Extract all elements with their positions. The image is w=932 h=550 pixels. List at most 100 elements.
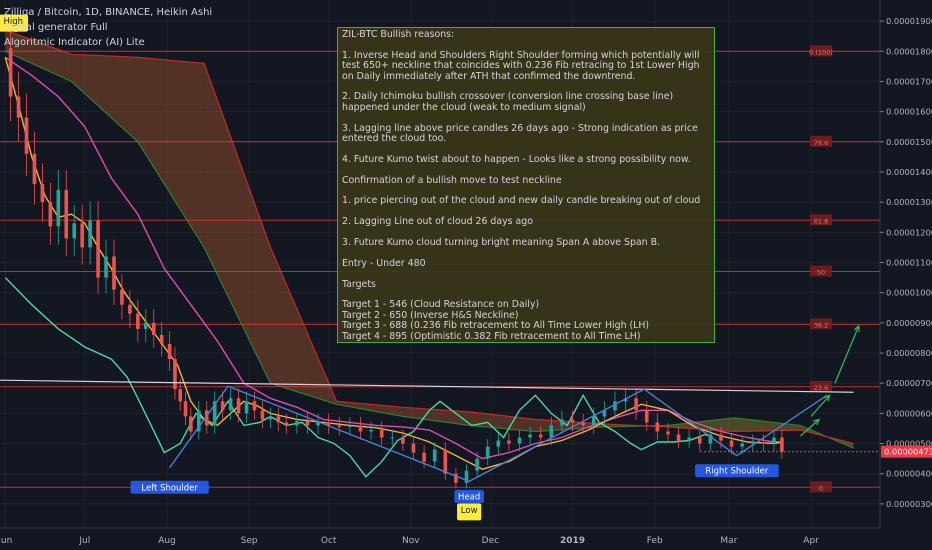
candle-body: [602, 410, 607, 417]
candle-body: [183, 401, 188, 417]
candle-body: [268, 416, 273, 420]
candle-body: [464, 470, 469, 483]
senkou-span-a: [5, 50, 854, 449]
candle-body: [443, 449, 448, 474]
candle-body: [411, 443, 416, 453]
projection-arrow: [810, 394, 831, 417]
head-and-shoulders-path: [169, 385, 828, 483]
cloud-segment: [402, 407, 470, 426]
note-spacer: [342, 269, 710, 279]
fib-level-label: 38.2: [814, 321, 828, 329]
fib-level-tag: [810, 318, 832, 330]
analysis-note[interactable]: ZIL-BTC Bullish reasons: 1. Inverse Head …: [337, 27, 715, 343]
candle-body: [401, 437, 405, 444]
x-tick-label: Mar: [720, 536, 737, 546]
x-tick-label: Sep: [241, 536, 258, 546]
candle-body: [772, 437, 776, 444]
cloud-segment: [336, 401, 403, 417]
symbol-title: Zilliqa / Bitcoin, 1D, BINANCE, Heikin A…: [4, 7, 213, 18]
time-axis-bg: [0, 528, 932, 550]
ichimoku-cloud: [5, 29, 854, 449]
candle-body: [422, 452, 426, 462]
projection-arrow-head: [813, 418, 821, 426]
cloud-segment: [204, 63, 271, 384]
fib-level-tag: [810, 265, 832, 277]
candle-body: [348, 425, 352, 427]
candle-body: [167, 343, 172, 360]
candle-body: [528, 434, 532, 438]
y-tick-label: 0.00001000: [886, 288, 932, 298]
last-price-label: 0.00000473: [884, 447, 932, 457]
note-line: Target 2 - 650 (Inverse H&S Neckline): [342, 309, 519, 321]
y-tick-label: 0.00001300: [886, 197, 932, 207]
annotation-bubble: [0, 14, 29, 32]
fib-level-tag: [810, 214, 832, 226]
candle-body: [212, 401, 217, 426]
candle-body: [729, 440, 734, 447]
candle-body: [48, 202, 53, 227]
note-line: 2. Daily Ichimoku bullish crossover (con…: [342, 91, 677, 113]
candle-body: [750, 442, 755, 444]
fib-level-tag: [810, 481, 832, 493]
candle-body: [379, 429, 384, 438]
candle-body: [151, 322, 156, 335]
chart-labels: High Left Shoulder Head Low Right Shoulder: [0, 14, 779, 521]
note-line: Targets: [342, 278, 376, 290]
cloud-segment: [71, 54, 138, 142]
y-tick-label: 0.00000300: [886, 499, 932, 509]
note-line: Target 3 - 688 (0.236 Fib retracement to…: [342, 320, 650, 332]
x-tick-label: Aug: [158, 536, 176, 546]
candle-body: [220, 401, 225, 411]
cloud-segment: [137, 57, 205, 248]
candle-body: [591, 416, 596, 426]
candle-body: [740, 443, 744, 447]
x-tick-label: 2019: [560, 536, 585, 546]
lagging-line: [4, 277, 714, 478]
price-axis[interactable]: 0.00001900 0.00001800 0.00001700 0.00001600…: [700, 0, 932, 550]
time-axis[interactable]: Jun Jul Aug Sep Oct Nov Dec 2019 Feb Mar Apr: [0, 527, 932, 550]
candle-body: [475, 458, 479, 471]
x-tick-label: Oct: [321, 536, 337, 546]
cloud-segment: [5, 30, 72, 82]
candle-body: [173, 359, 177, 390]
candle-body: [358, 425, 363, 432]
projection-arrow-head: [853, 324, 860, 332]
note-line: 3. Future Kumo cloud turning bright mean…: [342, 237, 661, 248]
projection-arrow: [800, 418, 820, 437]
candle-body: [64, 190, 69, 239]
candle-body: [128, 304, 132, 314]
candle-body: [112, 256, 116, 290]
drawings: [0, 324, 860, 483]
fib-level-tag: [810, 45, 832, 57]
candle-body: [16, 96, 21, 118]
note-line: 4. Future Kumo twist about to happen - L…: [342, 153, 691, 165]
candle-body: [316, 422, 320, 426]
candle-body: [581, 422, 585, 426]
candle-body: [56, 190, 61, 227]
candle-body: [178, 389, 183, 402]
fib-level-label: 0: [819, 484, 823, 492]
candle-body: [196, 410, 201, 432]
fib-level-tag: [810, 135, 832, 147]
y-tick-label: 0.00000500: [886, 439, 932, 449]
candle-body: [708, 434, 713, 444]
candle-body: [507, 440, 511, 444]
y-tick-label: 0.00000600: [886, 408, 932, 418]
indicator-algorithmic[interactable]: Algoritmic Indicator (AI) Lite: [4, 37, 145, 48]
fib-level-label: 50: [817, 269, 825, 277]
candle-body: [284, 422, 289, 426]
x-tick-label: Feb: [647, 536, 663, 546]
candle-body: [655, 422, 660, 432]
y-tick-label: 0.00000400: [886, 469, 932, 479]
y-tick-label: 0.00001700: [886, 76, 932, 86]
candle-body: [295, 420, 299, 426]
candle-body: [517, 437, 522, 444]
projection-arrow: [834, 325, 860, 384]
candle-body: [369, 429, 373, 432]
indicator-signal-generator[interactable]: Signal generator Full: [4, 22, 108, 33]
candle-body: [761, 442, 766, 444]
annotation-label: Low: [461, 506, 478, 516]
candle-body: [326, 422, 331, 426]
candle-body: [666, 431, 670, 435]
candle-body: [676, 434, 681, 441]
